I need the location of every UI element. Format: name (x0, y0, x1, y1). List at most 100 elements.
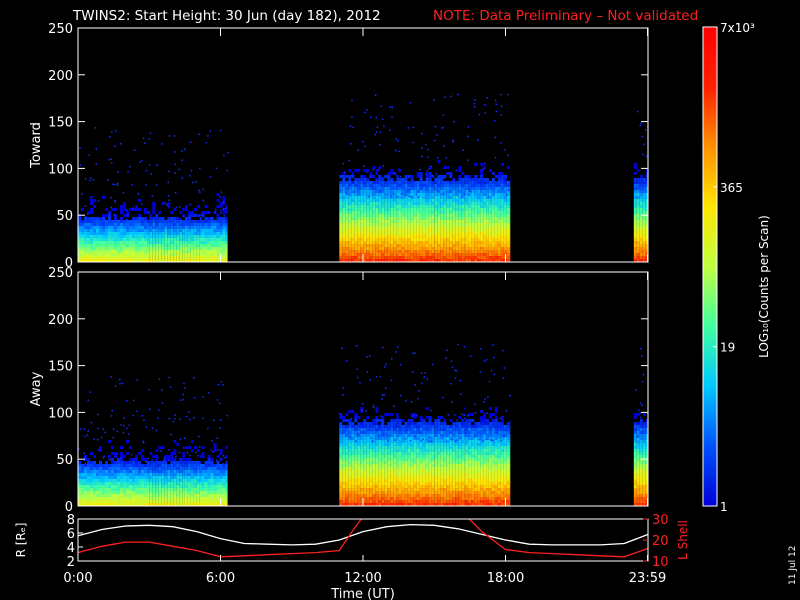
heatmap-cell (506, 166, 510, 169)
heatmap-cell (225, 446, 228, 449)
heatmap-cell (497, 181, 501, 184)
heatmap-cell (105, 253, 108, 256)
heatmap-cell (431, 190, 435, 193)
heatmap-cell (176, 503, 180, 506)
heatmap-cell (187, 244, 191, 247)
heatmap-cell (117, 238, 120, 241)
heatmap-cell (407, 419, 411, 422)
heatmap-cell (384, 485, 388, 488)
heatmap-cell (455, 256, 459, 259)
heatmap-cell (468, 184, 472, 187)
heatmap-cell (431, 247, 435, 250)
heatmap-cell (182, 455, 185, 458)
heatmap-cell (216, 229, 220, 232)
heatmap-cell (193, 244, 197, 247)
heatmap-cell (173, 232, 177, 235)
heatmap-cell (372, 238, 376, 241)
heatmap-cell (410, 235, 414, 238)
heatmap-cell (135, 247, 138, 250)
heatmap-cell (213, 256, 217, 259)
heatmap-cell (428, 241, 432, 244)
heatmap-cell (132, 223, 135, 226)
heatmap-cell (216, 226, 220, 229)
heatmap-cell (369, 184, 373, 187)
heatmap-cell (184, 220, 188, 223)
heatmap-cell (135, 205, 138, 208)
heatmap-cell (78, 461, 81, 464)
heatmap-cell (378, 455, 382, 458)
heatmap-cell (187, 250, 191, 253)
heatmap-cell (129, 220, 132, 223)
heatmap-cell (102, 244, 105, 247)
heatmap-cell (161, 250, 165, 253)
heatmap-cell (428, 250, 432, 253)
heatmap-speck (220, 209, 222, 212)
heatmap-cell (138, 217, 141, 220)
heatmap-cell (455, 190, 459, 193)
heatmap-cell (446, 184, 450, 187)
heatmap-cell (348, 494, 352, 497)
heatmap-cell (161, 202, 165, 205)
heatmap-cell (422, 467, 426, 470)
heatmap-cell (384, 461, 388, 464)
heatmap-cell (96, 232, 99, 235)
heatmap-cell (422, 443, 426, 446)
heatmap-cell (201, 232, 205, 235)
heatmap-cell (354, 217, 358, 220)
heatmap-cell (428, 425, 432, 428)
heatmap-cell (413, 181, 417, 184)
heatmap-cell (422, 446, 426, 449)
heatmap-cell (378, 208, 382, 211)
heatmap-cell (477, 196, 481, 199)
heatmap-cell (357, 479, 361, 482)
heatmap-cell (500, 229, 504, 232)
heatmap-cell (354, 202, 358, 205)
heatmap-cell (452, 256, 456, 259)
heatmap-cell (184, 461, 188, 464)
heatmap-cell (152, 217, 156, 220)
heatmap-cell (474, 184, 478, 187)
heatmap-cell (416, 247, 420, 250)
heatmap-cell (129, 446, 132, 449)
heatmap-cell (216, 241, 220, 244)
heatmap-cell (201, 226, 205, 229)
heatmap-speck (151, 459, 153, 461)
heatmap-speck (461, 196, 464, 198)
heatmap-cell (213, 235, 217, 238)
heatmap-cell (404, 250, 408, 253)
heatmap-cell (213, 223, 217, 226)
heatmap-speck (385, 432, 388, 435)
heatmap-cell (419, 211, 423, 214)
heatmap-cell (410, 259, 414, 262)
heatmap-cell (636, 214, 640, 217)
heatmap-cell (342, 485, 346, 488)
heatmap-cell (488, 244, 492, 247)
heatmap-cell (401, 458, 405, 461)
heatmap-cell (193, 479, 197, 482)
heatmap-cell (381, 187, 385, 190)
heatmap-cell (108, 256, 111, 259)
heatmap-cell (357, 488, 361, 491)
heatmap-cell (111, 485, 114, 488)
heatmap-cell (497, 175, 501, 178)
heatmap-cell (204, 476, 208, 479)
heatmap-cell (404, 184, 408, 187)
heatmap-cell (491, 184, 495, 187)
heatmap-cell (114, 497, 117, 500)
heatmap-cell (357, 437, 361, 440)
heatmap-cell (210, 500, 214, 503)
heatmap-cell (105, 259, 108, 262)
heatmap-speck (434, 125, 437, 128)
heatmap-cell (138, 232, 141, 235)
heatmap-cell (636, 232, 640, 235)
heatmap-cell (437, 190, 441, 193)
heatmap-cell (204, 497, 208, 500)
heatmap-cell (416, 199, 420, 202)
heatmap-cell (135, 461, 138, 464)
heatmap-cell (480, 229, 484, 232)
heatmap-cell (339, 208, 343, 211)
heatmap-cell (348, 199, 352, 202)
heatmap-cell (398, 503, 402, 506)
heatmap-cell (425, 178, 429, 181)
heatmap-cell (351, 428, 355, 431)
